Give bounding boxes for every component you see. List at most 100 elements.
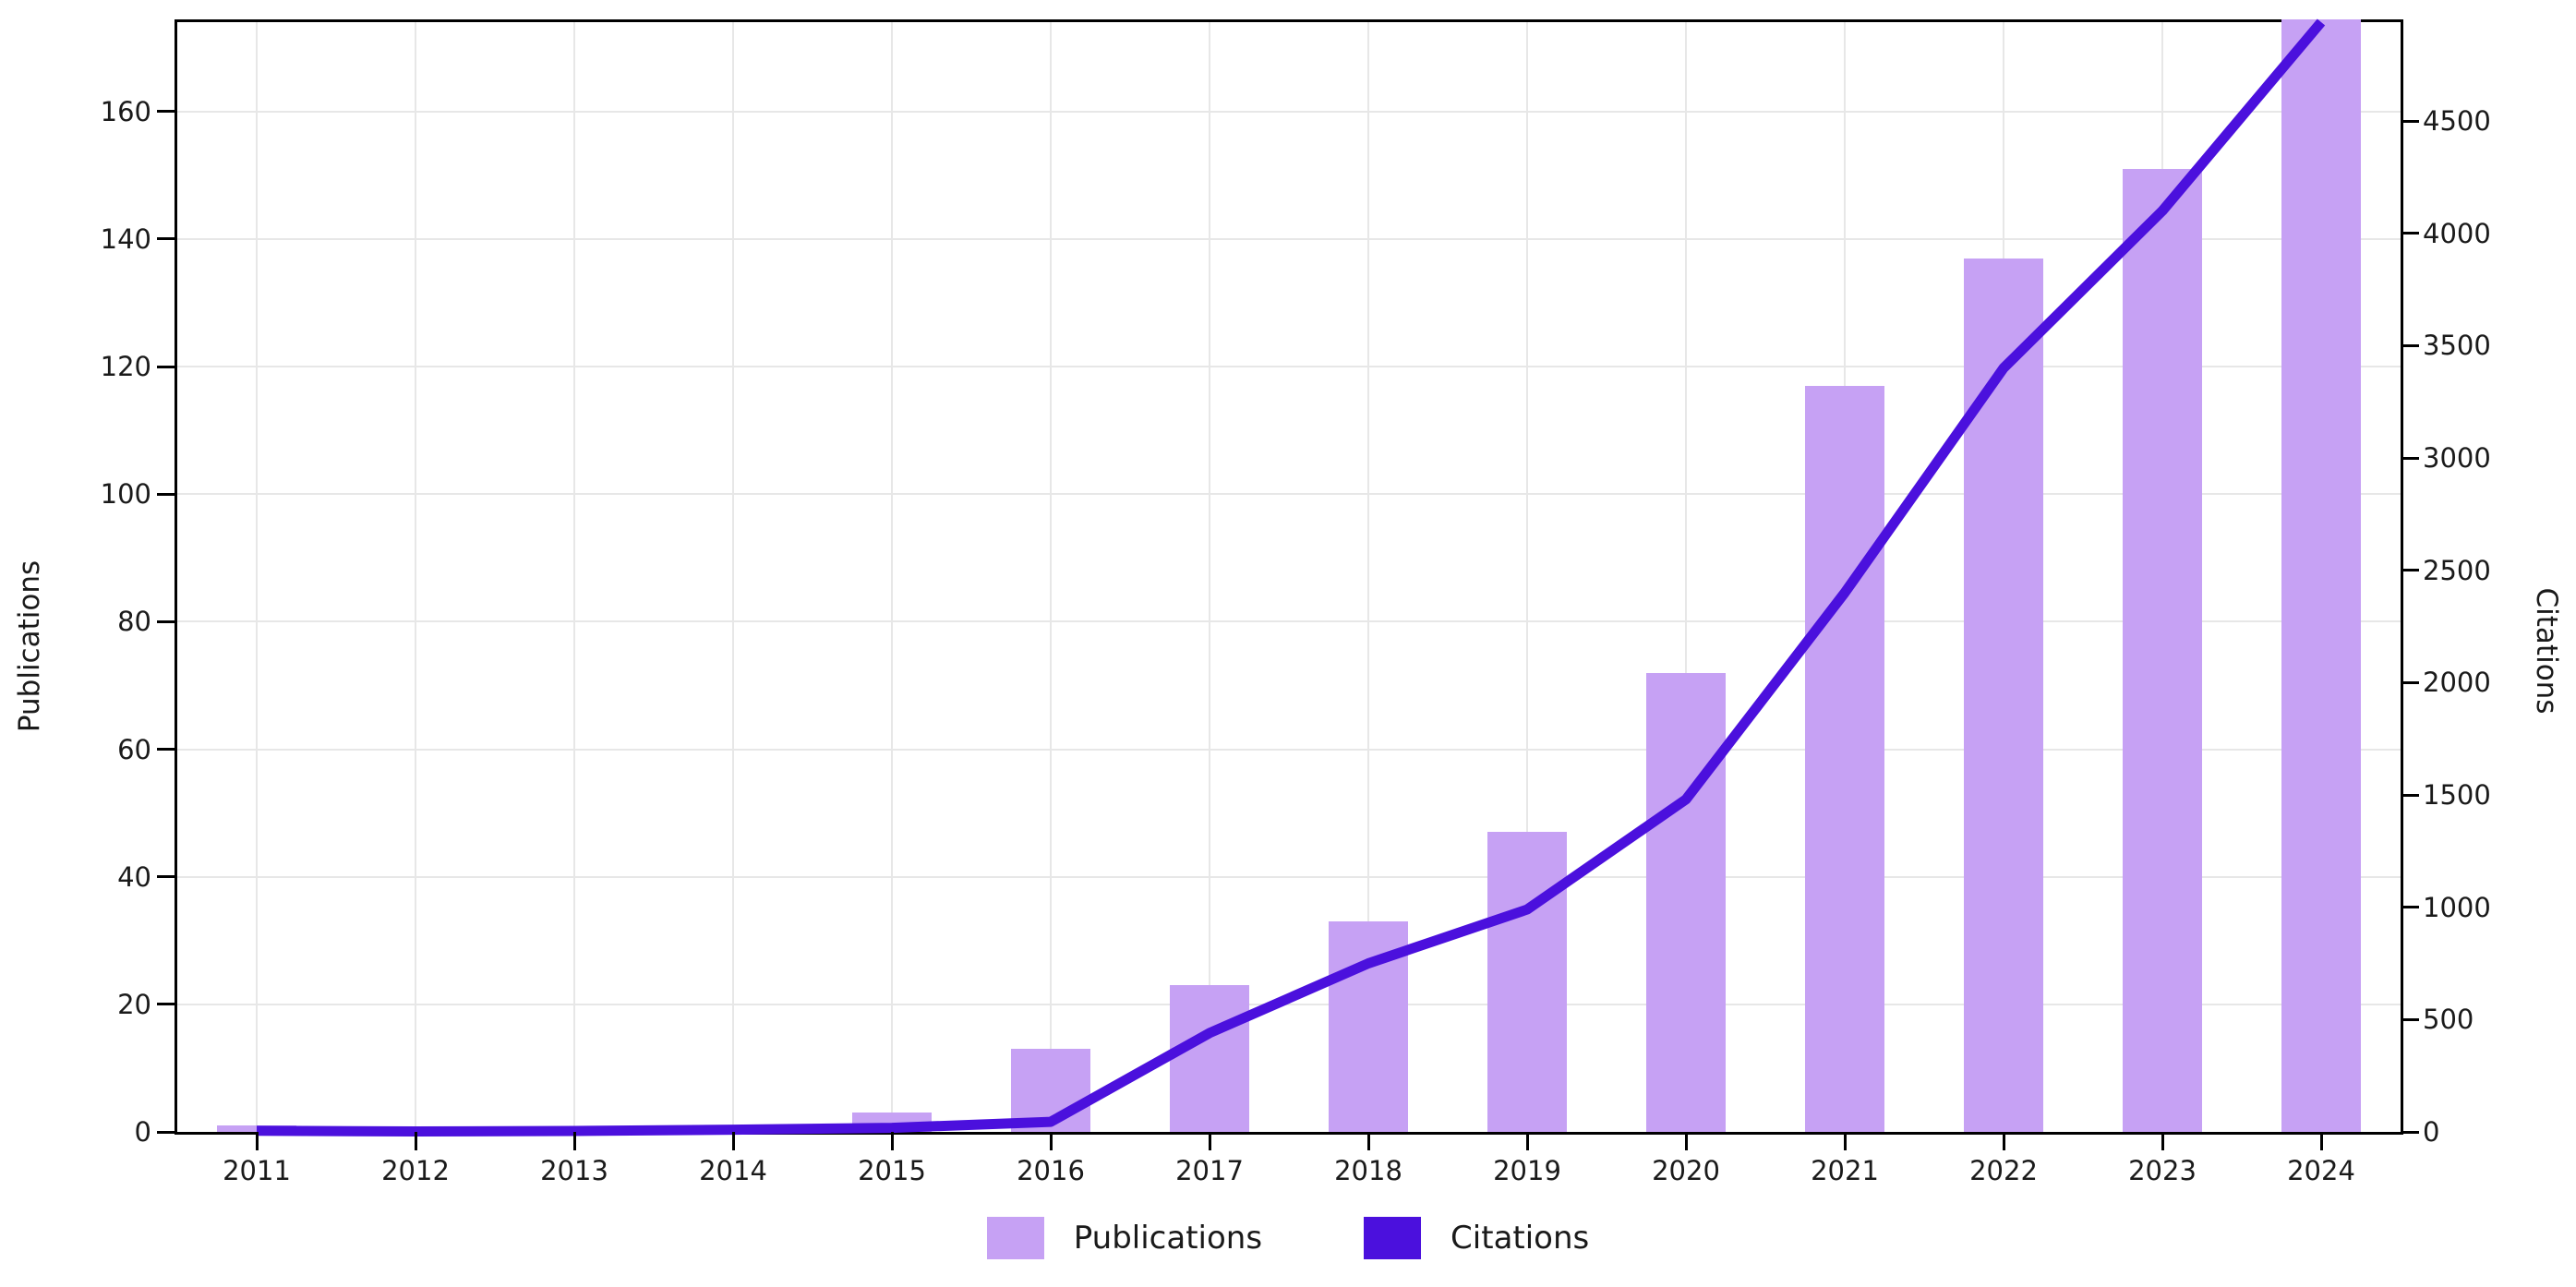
- x-axis-tick-label: 2016: [1017, 1155, 1085, 1186]
- x-axis-tick: [731, 1132, 735, 1150]
- left-axis-tick: [157, 1130, 175, 1134]
- right-axis-tick: [2401, 906, 2419, 909]
- x-axis-tick-label: 2019: [1493, 1155, 1561, 1186]
- right-axis-tick: [2401, 119, 2419, 123]
- x-axis-tick-label: 2014: [699, 1155, 767, 1186]
- right-axis-tick: [2401, 343, 2419, 347]
- right-axis-tick: [2401, 680, 2419, 684]
- citations-swatch-icon: [1364, 1217, 1422, 1259]
- publications-bar-2024: [2281, 19, 2361, 1132]
- left-axis-tick-label: 140: [100, 223, 151, 255]
- x-axis-tick: [255, 1132, 259, 1150]
- legend-item-citations: Citations: [1364, 1217, 1589, 1259]
- plot-area: [175, 18, 2403, 1137]
- left-axis-title: Publications: [13, 559, 46, 733]
- right-axis-tick: [2401, 232, 2419, 235]
- x-axis-tick-label: 2013: [540, 1155, 608, 1186]
- x-axis-tick-label: 2020: [1652, 1155, 1720, 1186]
- vertical-gridline: [415, 22, 416, 1132]
- publications-swatch-icon: [986, 1217, 1044, 1259]
- x-axis-tick: [414, 1132, 417, 1150]
- x-axis-tick: [2002, 1132, 2005, 1150]
- vertical-gridline: [1209, 22, 1210, 1132]
- publications-bar-2017: [1170, 985, 1249, 1132]
- x-axis-tick: [890, 1132, 894, 1150]
- x-axis-tick: [1366, 1132, 1370, 1150]
- left-axis-tick: [157, 748, 175, 752]
- left-axis-tick: [157, 619, 175, 623]
- left-axis-tick: [157, 237, 175, 241]
- publications-bar-2019: [1487, 832, 1567, 1132]
- publications-bar-2011: [217, 1125, 296, 1132]
- x-axis-tick: [2161, 1132, 2164, 1150]
- vertical-gridline: [256, 22, 258, 1132]
- right-axis-tick-label: 500: [2423, 1004, 2474, 1036]
- legend-item-publications: Publications: [986, 1217, 1263, 1259]
- x-axis-tick: [572, 1132, 576, 1150]
- left-axis-tick-label: 20: [117, 988, 151, 1020]
- left-axis-tick: [157, 1003, 175, 1006]
- vertical-gridline: [891, 22, 893, 1132]
- left-axis-tick: [157, 110, 175, 114]
- vertical-gridline: [573, 22, 575, 1132]
- horizontal-gridline: [177, 237, 2401, 240]
- x-axis-tick: [1208, 1132, 1211, 1150]
- citations-line: [256, 18, 2326, 1137]
- x-axis-tick-label: 2011: [223, 1155, 291, 1186]
- horizontal-gridline: [177, 620, 2401, 623]
- x-axis-tick: [1049, 1132, 1053, 1150]
- x-axis-tick-label: 2023: [2128, 1155, 2197, 1186]
- horizontal-gridline: [177, 748, 2401, 751]
- vertical-gridline: [1685, 22, 1687, 1132]
- legend-label-publications: Publications: [1073, 1220, 1263, 1257]
- x-axis-tick: [1843, 1132, 1847, 1150]
- citations-line-layer: [256, 18, 2326, 1137]
- right-axis-tick-label: 3000: [2423, 442, 2491, 475]
- vertical-gridline: [1526, 22, 1528, 1132]
- right-axis-tick: [2401, 1017, 2419, 1021]
- publications-bar-2021: [1805, 385, 1884, 1132]
- chart-legend: Publications Citations: [0, 1217, 2576, 1259]
- left-axis-tick: [157, 492, 175, 496]
- x-axis-tick: [2319, 1132, 2323, 1150]
- left-axis-tick-label: 40: [117, 860, 151, 893]
- right-axis-tick-label: 4000: [2423, 217, 2491, 249]
- horizontal-gridline: [177, 110, 2401, 113]
- publications-bar-2020: [1646, 672, 1726, 1132]
- x-axis-tick-label: 2024: [2287, 1155, 2355, 1186]
- x-axis-tick-label: 2021: [1811, 1155, 1879, 1186]
- right-axis-tick: [2401, 569, 2419, 572]
- left-axis-tick-label: 100: [100, 478, 151, 511]
- left-axis-tick-label: 60: [117, 733, 151, 765]
- x-axis-tick: [1525, 1132, 1529, 1150]
- left-axis-tick-label: 160: [100, 95, 151, 127]
- vertical-gridline: [1050, 22, 1052, 1132]
- legend-label-citations: Citations: [1451, 1220, 1590, 1257]
- right-axis-title: Citations: [2530, 587, 2563, 715]
- right-axis-tick-label: 1000: [2423, 891, 2491, 923]
- x-axis-tick-label: 2017: [1175, 1155, 1244, 1186]
- vertical-gridline: [732, 22, 734, 1132]
- left-axis-tick-label: 120: [100, 351, 151, 383]
- vertical-gridline: [1367, 22, 1369, 1132]
- horizontal-gridline: [177, 875, 2401, 878]
- left-axis-tick-label: 0: [134, 1116, 151, 1148]
- left-axis-tick-label: 80: [117, 606, 151, 638]
- x-axis-tick-label: 2012: [381, 1155, 450, 1186]
- horizontal-gridline: [177, 493, 2401, 496]
- left-axis-tick: [157, 365, 175, 368]
- right-axis-tick-label: 0: [2423, 1116, 2440, 1148]
- right-axis-tick: [2401, 793, 2419, 797]
- x-axis-tick-label: 2015: [858, 1155, 926, 1186]
- x-axis-tick-label: 2022: [1969, 1155, 2038, 1186]
- right-axis-tick-label: 2000: [2423, 667, 2491, 699]
- publications-bar-2023: [2123, 168, 2202, 1132]
- right-axis-tick-label: 4500: [2423, 105, 2491, 138]
- right-axis-tick: [2401, 456, 2419, 460]
- x-axis-tick-label: 2018: [1334, 1155, 1402, 1186]
- right-axis-tick-label: 3500: [2423, 330, 2491, 362]
- left-axis-tick: [157, 875, 175, 879]
- x-axis-tick: [1684, 1132, 1688, 1150]
- right-axis-tick-label: 1500: [2423, 779, 2491, 812]
